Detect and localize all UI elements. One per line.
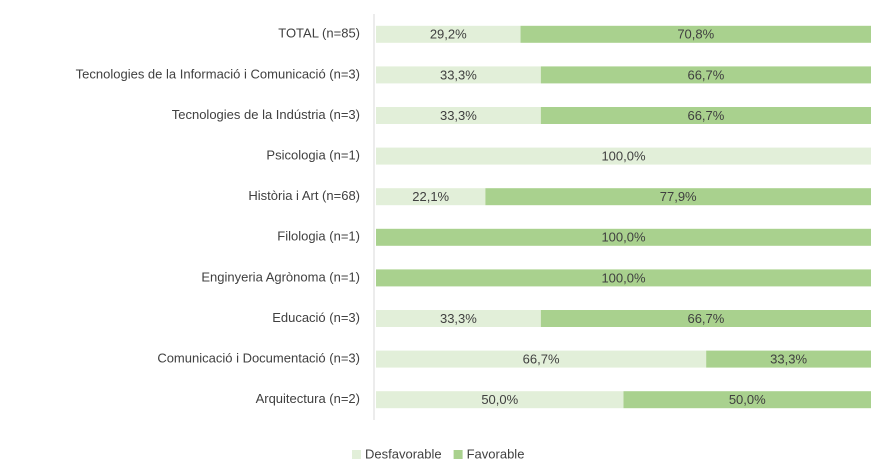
data-label: 66,7% <box>523 352 560 367</box>
data-label: 100,0% <box>601 230 646 245</box>
data-label: 33,3% <box>440 67 477 82</box>
data-label: 50,0% <box>729 392 766 407</box>
data-label: 50,0% <box>481 392 518 407</box>
y-tick-label: Educació (n=3) <box>272 310 360 325</box>
data-label: 22,1% <box>412 189 449 204</box>
data-label: 100,0% <box>601 149 646 164</box>
legend-swatch <box>352 450 361 459</box>
y-tick-label: Filologia (n=1) <box>277 229 360 244</box>
data-label: 70,8% <box>677 27 714 42</box>
data-label: 29,2% <box>430 27 467 42</box>
y-tick-label: Arquitectura (n=2) <box>256 391 360 406</box>
data-label: 77,9% <box>660 189 697 204</box>
data-label: 100,0% <box>601 270 646 285</box>
y-tick-label: TOTAL (n=85) <box>278 26 360 41</box>
y-tick-label: Tecnologies de la Indústria (n=3) <box>172 107 360 122</box>
y-tick-label: Psicologia (n=1) <box>266 148 360 163</box>
data-label: 66,7% <box>687 311 724 326</box>
y-tick-label: Història i Art (n=68) <box>248 188 360 203</box>
y-tick-label: Tecnologies de la Informació i Comunicac… <box>76 66 360 81</box>
data-label: 66,7% <box>687 108 724 123</box>
data-label: 66,7% <box>687 67 724 82</box>
data-label: 33,3% <box>440 108 477 123</box>
data-label: 33,3% <box>770 352 807 367</box>
y-tick-label: Enginyeria Agrònoma (n=1) <box>201 269 360 284</box>
y-tick-label: Comunicació i Documentació (n=3) <box>157 351 360 366</box>
legend-label: Desfavorable <box>365 446 442 461</box>
data-label: 33,3% <box>440 311 477 326</box>
legend-swatch <box>454 450 463 459</box>
legend-label: Favorable <box>467 446 525 461</box>
chart: TOTAL (n=85) 29,2% 70,8% Tecnologies de la … <box>0 0 872 464</box>
